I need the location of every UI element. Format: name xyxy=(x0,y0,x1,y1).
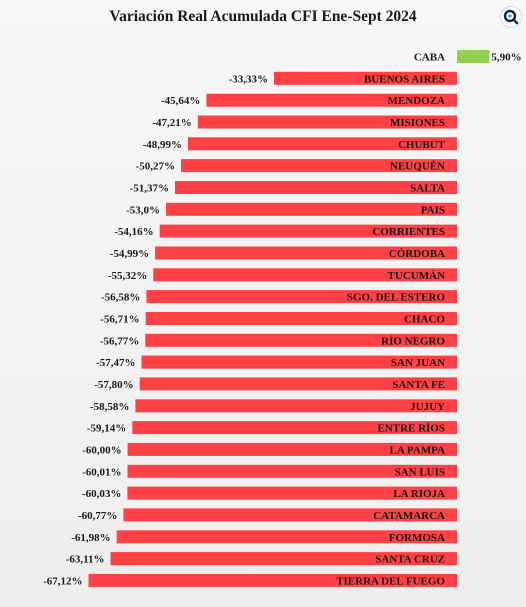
value-label: -60,03% xyxy=(82,488,121,500)
value-label: -45,64% xyxy=(161,95,200,107)
logo-ring xyxy=(503,9,517,23)
bar xyxy=(127,486,458,500)
category-label: LA RIOJA xyxy=(393,488,445,500)
bar xyxy=(155,246,457,260)
value-label: -59,14% xyxy=(87,423,126,435)
bar xyxy=(127,442,457,456)
value-label: -54,99% xyxy=(110,248,149,260)
category-label: CATAMARCA xyxy=(373,510,445,522)
logo-handle xyxy=(512,18,519,25)
bar xyxy=(153,268,458,282)
category-label: SANTA CRUZ xyxy=(375,554,445,566)
bar xyxy=(132,421,458,435)
category-label: CABA xyxy=(414,52,445,64)
category-label: MENDOZA xyxy=(388,95,446,107)
bar xyxy=(197,115,458,129)
category-label: NEUQUÉN xyxy=(390,161,445,173)
chart-title: Variación Real Acumulada CFI Ene-Sept 20… xyxy=(109,8,417,25)
value-label: -50,27% xyxy=(136,161,175,173)
value-label: -57,80% xyxy=(94,379,133,391)
category-label: SANTA FE xyxy=(392,379,445,391)
bar xyxy=(116,530,457,544)
bar xyxy=(141,355,457,369)
category-label: TUCUMÁN xyxy=(388,270,445,282)
category-label: MISIONES xyxy=(390,117,445,129)
value-label: -56,71% xyxy=(100,313,139,325)
category-label: CHACO xyxy=(404,313,445,325)
value-label: -56,58% xyxy=(101,292,140,304)
bar xyxy=(206,93,457,107)
value-label: -61,98% xyxy=(71,532,110,544)
value-label: -47,21% xyxy=(152,117,191,129)
value-label: -51,37% xyxy=(130,182,169,194)
category-label: CÓRDOBA xyxy=(389,248,445,260)
bar xyxy=(175,181,457,194)
bar xyxy=(145,312,457,325)
value-label: -56,77% xyxy=(100,335,139,347)
bar xyxy=(166,202,457,216)
category-label: ENTRE RÍOS xyxy=(377,423,445,435)
category-label: LA PAMPA xyxy=(390,444,446,456)
category-label: SAN JUAN xyxy=(391,357,445,369)
value-label: -58,58% xyxy=(90,401,129,413)
bar xyxy=(274,71,457,85)
category-label: RÍO NEGRO xyxy=(381,335,445,347)
category-label: BUENOS AIRES xyxy=(364,73,445,85)
logo-dot xyxy=(508,14,512,18)
bar xyxy=(123,508,458,522)
bar xyxy=(110,552,457,566)
value-label: -48,99% xyxy=(143,139,182,151)
bar xyxy=(127,464,457,478)
bar xyxy=(135,399,457,413)
category-label: CHUBUT xyxy=(398,139,446,151)
bar xyxy=(188,137,457,151)
value-label: -54,16% xyxy=(114,226,153,238)
value-label: -53,0% xyxy=(126,204,160,216)
category-label: JUJUY xyxy=(410,401,445,413)
value-label: -57,47% xyxy=(96,357,135,369)
value-label: -55,32% xyxy=(108,270,147,282)
bar xyxy=(88,573,457,587)
magnifier-logo-icon xyxy=(500,6,522,28)
value-label: -60,00% xyxy=(82,444,121,456)
bar xyxy=(139,377,457,391)
bar xyxy=(181,159,457,173)
value-label: -67,12% xyxy=(43,575,82,587)
value-label: -60,01% xyxy=(82,466,121,478)
category-label: SALTA xyxy=(410,182,445,194)
value-label: -33,33% xyxy=(229,73,268,85)
category-label: SAN LUIS xyxy=(395,466,445,478)
category-label: TIERRA DEL FUEGO xyxy=(336,575,445,587)
bar xyxy=(145,333,458,347)
bar xyxy=(146,290,457,304)
value-label: -63,11% xyxy=(66,554,105,566)
bar xyxy=(457,50,490,63)
category-label: PAIS xyxy=(421,204,445,216)
category-label: SGO. DEL ESTERO xyxy=(347,292,446,304)
category-label: CORRIENTES xyxy=(372,226,445,238)
bar xyxy=(159,224,457,238)
value-label: 5,90% xyxy=(491,52,521,64)
category-label: FORMOSA xyxy=(389,532,445,544)
value-label: -60,77% xyxy=(78,510,117,522)
